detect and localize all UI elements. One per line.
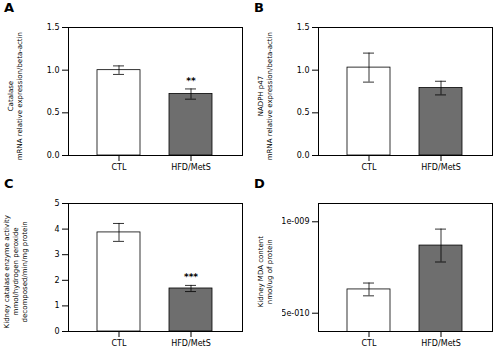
svg-text:1.5: 1.5 [47,23,60,32]
html-text:B: B [254,0,264,15]
svg-text:0.5: 0.5 [297,108,310,117]
svg-text:HFD/MetS: HFD/MetS [421,163,461,172]
svg-text:2: 2 [54,276,59,285]
svg-text:CTL: CTL [112,339,127,348]
html-text:Catalase mRNA relative express: Catalase mRNA relative expression/beta-a… [7,31,24,161]
svg-text:HFD/MetS: HFD/MetS [171,163,211,172]
svg-text:0.0: 0.0 [297,151,310,160]
svg-text:CTL: CTL [362,163,377,172]
html-text:Kidney catalase enzyme activit: Kidney catalase enzyme activity mmol/hyd… [2,215,29,329]
svg-text:0.5: 0.5 [47,108,60,117]
html-text:NADPH p47 mRNA relative expres: NADPH p47 mRNA relative expression/beta-… [257,31,274,161]
html-text:A: A [4,0,15,15]
svg-text:**: ** [186,76,196,86]
svg-text:3: 3 [54,250,59,259]
svg-text:5e-010: 5e-010 [282,309,310,318]
html-text:D: D [254,176,265,191]
svg-text:1: 1 [54,301,59,310]
svg-text:1.0: 1.0 [47,66,60,75]
svg-text:1.0: 1.0 [297,66,310,75]
svg-text:HFD/MetS: HFD/MetS [171,339,211,348]
svg-text:0: 0 [54,327,59,336]
svg-text:0.0: 0.0 [47,151,60,160]
svg-text:***: *** [184,272,198,282]
svg-text:1e-009: 1e-009 [282,217,310,226]
svg-text:5: 5 [54,199,59,208]
svg-text:1.5: 1.5 [297,23,310,32]
svg-text:CTL: CTL [112,163,127,172]
html-text:Kidney MDA content nmol/ug of: Kidney MDA content nmol/ug of protein [257,236,274,308]
svg-text:CTL: CTL [362,339,377,348]
html-text:C: C [4,176,14,191]
svg-text:4: 4 [54,225,59,234]
svg-text:HFD/MetS: HFD/MetS [421,339,461,348]
